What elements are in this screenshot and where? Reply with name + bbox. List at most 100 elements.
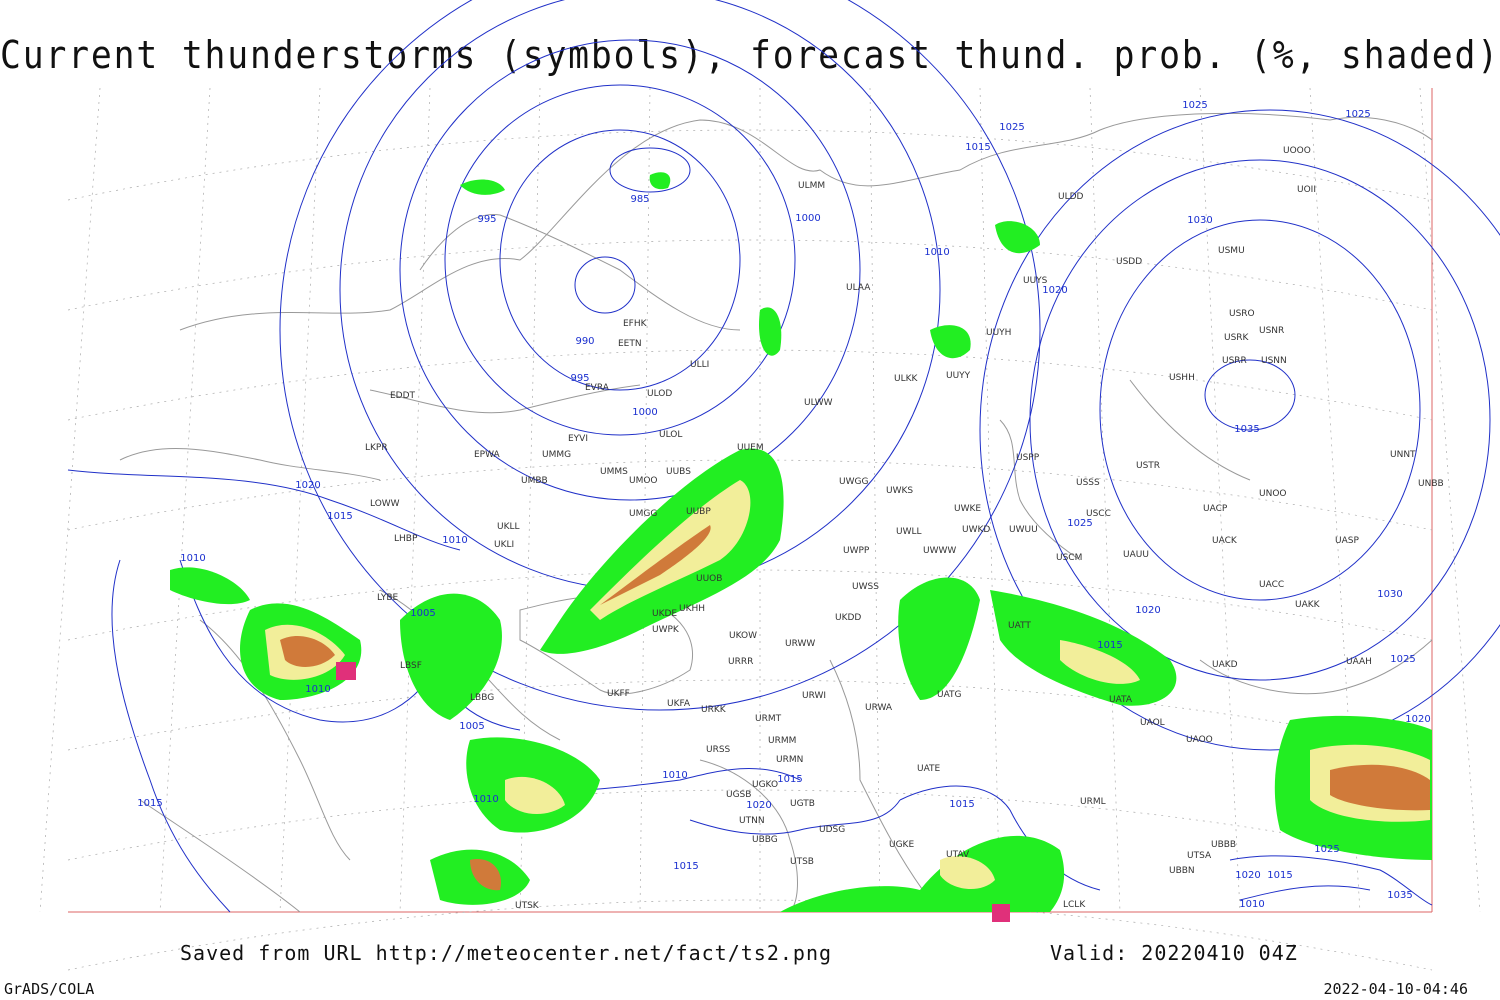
station-code: EPWA: [474, 450, 501, 460]
isobar-label: 985: [630, 194, 649, 205]
station-code: UACC: [1259, 580, 1284, 590]
station-code: UATT: [1008, 621, 1031, 631]
station-code: UWPK: [652, 625, 680, 635]
station-code: UAUU: [1123, 550, 1149, 560]
isobar-label: 995: [477, 214, 496, 225]
station-code: UASP: [1335, 536, 1359, 546]
station-code: USNR: [1259, 326, 1284, 336]
station-code: ULOL: [659, 430, 682, 440]
graticule: [639, 87, 651, 913]
station-code: UUEM: [737, 443, 764, 453]
isobar-label: 1020: [295, 480, 320, 491]
station-code: UWKE: [954, 504, 981, 514]
isobar-label: 1010: [442, 535, 467, 546]
isobar-label: 1010: [473, 794, 498, 805]
station-code: UWSS: [852, 582, 879, 592]
station-code: UKLL: [497, 522, 520, 532]
station-code: UBBG: [752, 835, 778, 845]
station-code: URMN: [776, 755, 803, 765]
station-code: UUOB: [696, 574, 722, 584]
isobar-label: 1020: [1042, 285, 1067, 296]
station-code: UWKS: [886, 486, 913, 496]
station-code: ULAA: [846, 283, 871, 293]
valid-time: Valid: 20220410 04Z: [1050, 941, 1298, 965]
isobar-label: 1010: [924, 247, 949, 258]
graticule: [39, 87, 101, 913]
station-code: UWKD: [962, 525, 990, 535]
isobar-label: 1025: [1067, 518, 1092, 529]
station-code: UKDD: [835, 613, 861, 623]
station-code: ULOD: [647, 389, 672, 399]
station-code: UAKD: [1212, 660, 1238, 670]
title: Current thunderstorms (symbols), forecas…: [0, 33, 1500, 77]
station-code: USPP: [1016, 453, 1040, 463]
station-code: UATE: [917, 764, 941, 774]
graticule: [279, 87, 321, 913]
isobar-label: 1015: [673, 861, 698, 872]
station-code: USDD: [1116, 257, 1142, 267]
station-code: UMMS: [600, 467, 628, 477]
source-url: Saved from URL http://meteocenter.net/fa…: [180, 941, 832, 965]
station-code: ULLI: [690, 360, 709, 370]
isobar-label: 1025: [1390, 654, 1415, 665]
isobar-label: 1000: [795, 213, 820, 224]
station-code: ULKK: [894, 374, 919, 384]
station-code: UWPP: [843, 546, 870, 556]
station-code: LHBP: [394, 534, 418, 544]
station-code: EYVI: [568, 434, 588, 444]
station-code: USSS: [1076, 478, 1100, 488]
station-code: UBBN: [1169, 866, 1195, 876]
station-code: UUYY: [946, 371, 971, 381]
station-code: UAOL: [1140, 718, 1165, 728]
station-code: UTNN: [739, 816, 765, 826]
isobars: [67, 0, 1500, 913]
station-code: UWGG: [839, 477, 868, 487]
graticule: [979, 87, 1001, 913]
station-code: URKK: [701, 705, 727, 715]
station-code: UKOW: [729, 631, 757, 641]
station-code: USCC: [1086, 509, 1111, 519]
station-code: UGSB: [726, 790, 751, 800]
isobar-label: 1005: [410, 608, 435, 619]
station-code: UTSB: [790, 857, 814, 867]
station-code: USHH: [1169, 373, 1195, 383]
isobar-label: 1025: [1182, 100, 1207, 111]
station-code: UBBB: [1211, 840, 1236, 850]
station-code: URSS: [706, 745, 731, 755]
station-code: UUBP: [686, 507, 711, 517]
isobar-label: 1010: [180, 553, 205, 564]
station-code: UNBB: [1418, 479, 1444, 489]
station-code: USTR: [1136, 461, 1160, 471]
graticule: [67, 789, 1433, 861]
station-code: UUBS: [666, 467, 691, 477]
station-code: LBBG: [470, 693, 494, 703]
station-code: LBSF: [400, 661, 422, 671]
station-code: UKFF: [607, 689, 630, 699]
station-code: USRK: [1224, 333, 1250, 343]
station-code: EFHK: [623, 319, 648, 329]
station-code: UATA: [1109, 695, 1133, 705]
station-code: UTAV: [946, 850, 970, 860]
isobar-label: 1010: [305, 684, 330, 695]
station-code: ULWW: [804, 398, 833, 408]
station-code: URMM: [768, 736, 796, 746]
station-code: USRR: [1222, 356, 1247, 366]
station-code: URML: [1080, 797, 1106, 807]
station-code: UTSK: [515, 901, 540, 911]
isobar-label: 1010: [662, 770, 687, 781]
graticule: [399, 87, 431, 913]
station-code: UWLL: [896, 527, 922, 537]
station-code: UNNT: [1390, 450, 1416, 460]
station-code: USRO: [1229, 309, 1255, 319]
station-code: UMMG: [542, 450, 571, 460]
station-code: LYBE: [377, 593, 398, 603]
station-code: UTSA: [1187, 851, 1212, 861]
isobar-label: 1030: [1377, 589, 1402, 600]
isobar-label: 1025: [1314, 844, 1339, 855]
graticule: [67, 899, 1433, 971]
station-code: ULDD: [1058, 192, 1084, 202]
isobar-label: 1035: [1387, 890, 1412, 901]
station-code: UWWW: [923, 546, 956, 556]
isobar-label: 1025: [999, 122, 1024, 133]
timestamp: 2022-04-10-04:46: [1324, 980, 1469, 998]
